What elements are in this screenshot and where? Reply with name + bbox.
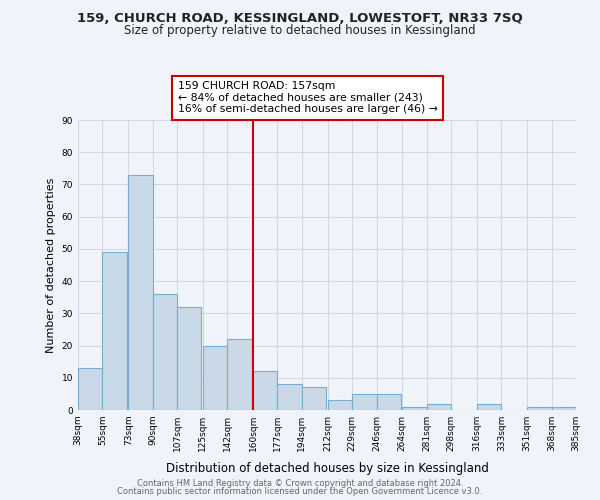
Bar: [103, 252, 127, 410]
Bar: [477, 404, 502, 410]
Bar: [403, 407, 427, 410]
Y-axis label: Number of detached properties: Number of detached properties: [46, 178, 56, 352]
Text: Contains HM Land Registry data © Crown copyright and database right 2024.: Contains HM Land Registry data © Crown c…: [137, 478, 463, 488]
Bar: [377, 394, 401, 410]
Text: 159 CHURCH ROAD: 157sqm
← 84% of detached houses are smaller (243)
16% of semi-d: 159 CHURCH ROAD: 157sqm ← 84% of detache…: [178, 81, 437, 114]
Bar: [203, 346, 227, 410]
Bar: [352, 394, 377, 410]
Bar: [527, 407, 551, 410]
X-axis label: Distribution of detached houses by size in Kessingland: Distribution of detached houses by size …: [166, 462, 488, 475]
Bar: [551, 407, 576, 410]
Bar: [302, 388, 326, 410]
Bar: [128, 175, 152, 410]
Bar: [78, 368, 103, 410]
Bar: [328, 400, 352, 410]
Bar: [277, 384, 302, 410]
Text: Contains public sector information licensed under the Open Government Licence v3: Contains public sector information licen…: [118, 487, 482, 496]
Text: Size of property relative to detached houses in Kessingland: Size of property relative to detached ho…: [124, 24, 476, 37]
Bar: [177, 307, 202, 410]
Bar: [253, 372, 277, 410]
Bar: [152, 294, 177, 410]
Text: 159, CHURCH ROAD, KESSINGLAND, LOWESTOFT, NR33 7SQ: 159, CHURCH ROAD, KESSINGLAND, LOWESTOFT…: [77, 12, 523, 26]
Bar: [427, 404, 451, 410]
Bar: [227, 339, 251, 410]
